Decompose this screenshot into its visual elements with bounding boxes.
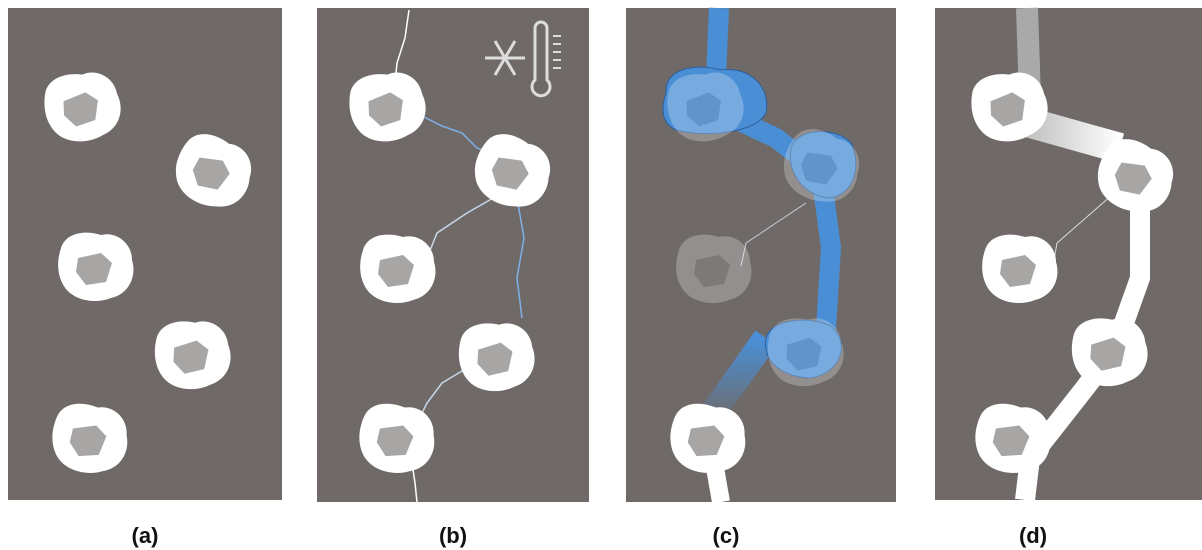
panel-b [317,8,589,502]
rock [360,235,435,303]
page: (a) (b) (c) (d) (() => { const data = JS… [0,0,1202,550]
panel-background [626,8,896,502]
rock [58,233,133,301]
rock [676,235,751,303]
panel-a [8,8,282,500]
panel-label: (c) [713,523,740,548]
figure: (a) (b) (c) (d) [0,0,1202,550]
rock [982,235,1057,303]
panel-c [626,8,896,502]
panel-label: (a) [132,523,159,548]
panel-background [935,8,1202,500]
panel-d [935,8,1202,500]
panel-label: (d) [1019,523,1047,548]
panel-background [8,8,282,500]
panel-label: (b) [439,523,467,548]
